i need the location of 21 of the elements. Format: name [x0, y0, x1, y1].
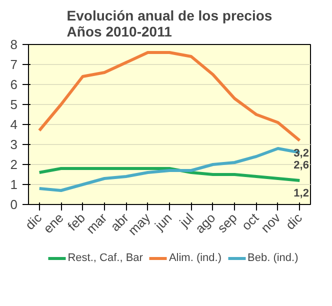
y-tick-label: 7 [10, 57, 18, 72]
legend-label: Rest., Caf., Bar [68, 252, 143, 264]
legend-label: Alim. (ind.) [168, 252, 222, 264]
data-label: 2,6 [294, 160, 309, 172]
x-tick-label: dic [282, 210, 306, 233]
y-tick-label: 0 [10, 197, 18, 212]
line-series [38, 51, 302, 142]
data-label: 1,2 [294, 188, 309, 200]
x-tick-label: sep [214, 210, 240, 236]
y-tick-label: 5 [10, 97, 18, 112]
y-tick-label: 4 [10, 117, 18, 132]
chart-title: Evolución anual de los precios Años 2010-2011 [66, 8, 272, 40]
y-tick-label: 2 [10, 157, 18, 172]
y-tick-label: 3 [10, 137, 18, 152]
x-tick-label: jun [151, 210, 175, 234]
data-label: 3,2 [294, 148, 309, 160]
y-tick-label: 8 [10, 37, 18, 52]
y-tick-label: 6 [10, 77, 18, 92]
y-tick-label: 1 [10, 177, 18, 192]
legend-label: Beb. (ind.) [248, 252, 298, 264]
x-tick-label: jul [176, 210, 197, 231]
